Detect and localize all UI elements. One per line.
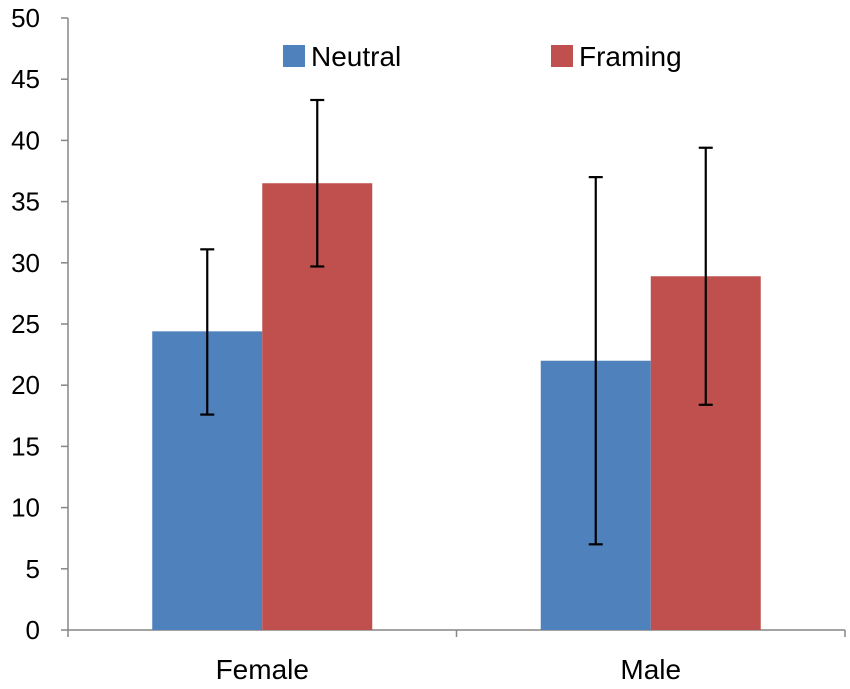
legend: Neutral Framing <box>283 41 682 72</box>
legend-swatch-neutral <box>283 45 305 67</box>
y-tick-label: 45 <box>11 64 40 94</box>
y-tick-label: 10 <box>11 493 40 523</box>
y-axis: 0 5 10 15 20 25 30 35 40 45 50 <box>11 3 69 645</box>
legend-label-neutral: Neutral <box>311 41 401 72</box>
error-bars <box>200 98 713 546</box>
error-bar-neutral-female <box>200 248 215 416</box>
legend-item-neutral: Neutral <box>283 41 401 72</box>
y-tick-label: 5 <box>26 554 40 584</box>
error-bar-neutral-male <box>588 176 603 546</box>
x-category-label: Female <box>216 654 309 685</box>
y-tick-label: 15 <box>11 431 40 461</box>
y-tick-label: 0 <box>26 615 40 645</box>
legend-label-framing: Framing <box>579 41 682 72</box>
error-bar-framing-female <box>310 98 325 268</box>
y-tick-label: 30 <box>11 248 40 278</box>
bars <box>152 183 761 631</box>
legend-item-framing: Framing <box>551 41 682 72</box>
error-bar-framing-male <box>698 146 713 406</box>
x-axis: Female Male <box>67 629 846 685</box>
y-tick-label: 40 <box>11 125 40 155</box>
x-category-label: Male <box>620 654 681 685</box>
legend-swatch-framing <box>551 45 573 67</box>
y-tick-label: 50 <box>11 3 40 33</box>
y-tick-label: 20 <box>11 370 40 400</box>
y-tick-label: 35 <box>11 187 40 217</box>
y-tick-label: 25 <box>11 309 40 339</box>
